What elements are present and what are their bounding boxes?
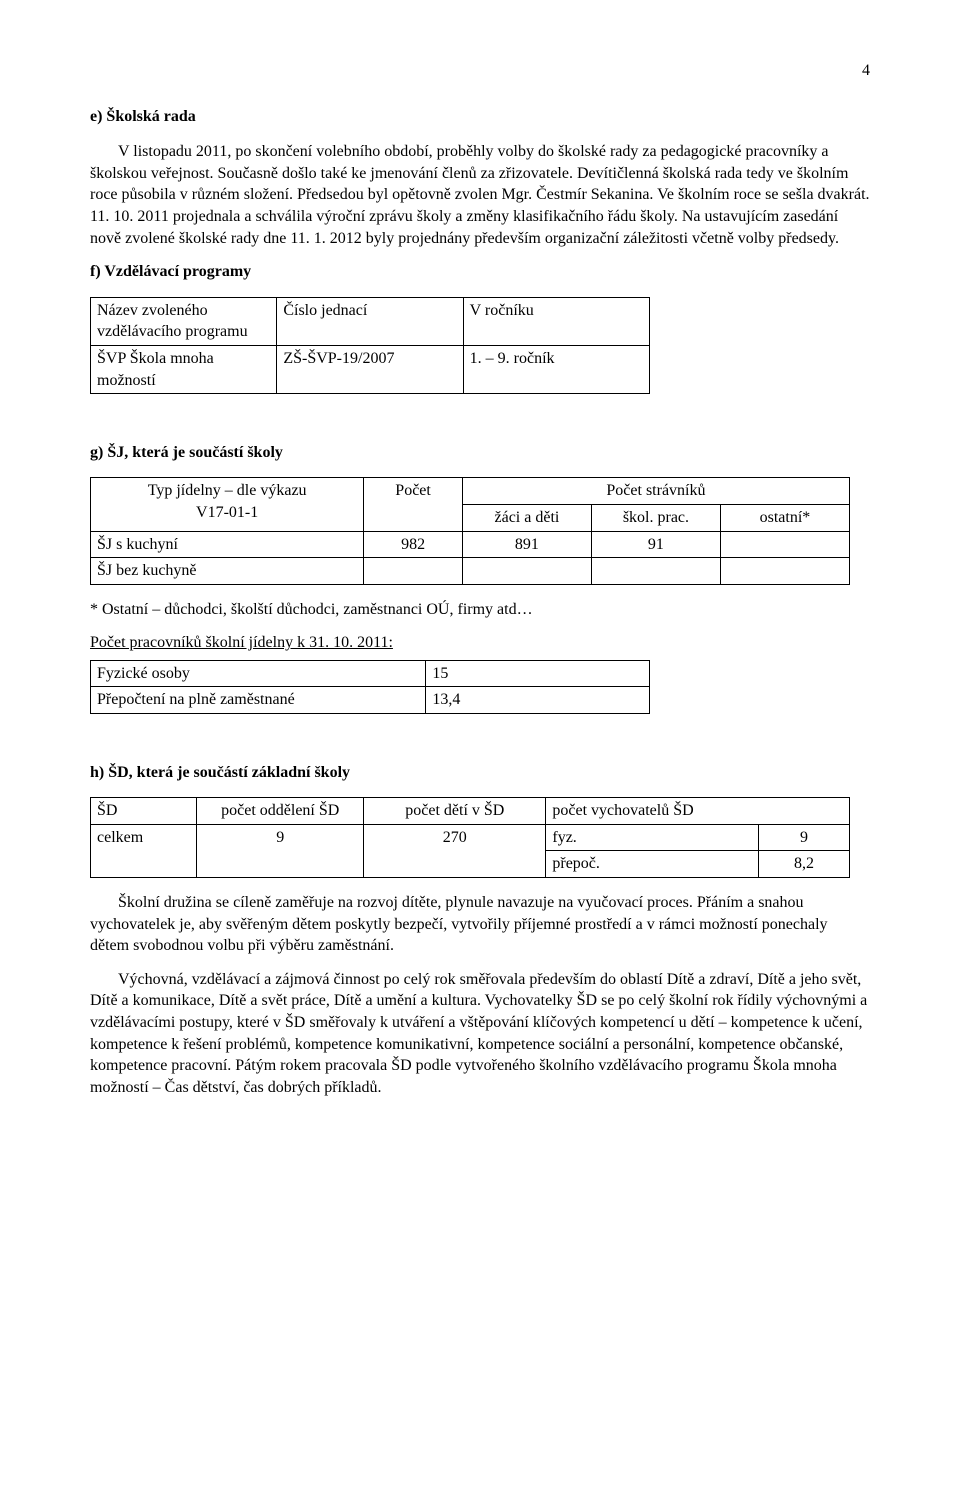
- cell: škol. prac.: [591, 504, 720, 531]
- cell: celkem: [91, 824, 197, 877]
- table-row: Název zvoleného vzdělávacího programu Čí…: [91, 297, 650, 345]
- cell: [364, 558, 463, 585]
- table-row: Fyzické osoby 15: [91, 660, 650, 687]
- cell: 13,4: [426, 687, 650, 714]
- cell: fyz.: [546, 824, 759, 851]
- cell: [720, 531, 849, 558]
- cell: přepoč.: [546, 851, 759, 878]
- section-e-heading: e) Školská rada: [90, 106, 870, 128]
- cell: ZŠ-ŠVP-19/2007: [277, 345, 463, 393]
- table-row: ŠVP Škola mnoha možností ZŠ-ŠVP-19/2007 …: [91, 345, 650, 393]
- canteen-table: Typ jídelny – dle výkazu V17-01-1 Počet …: [90, 477, 850, 584]
- canteen-note: * Ostatní – důchodci, školští důchodci, …: [90, 599, 870, 621]
- cell: 1. – 9. ročník: [463, 345, 649, 393]
- cell: Přepočtení na plně zaměstnané: [91, 687, 426, 714]
- cell: 982: [364, 531, 463, 558]
- cell: Název zvoleného vzdělávacího programu: [91, 297, 277, 345]
- section-g-heading: g) ŠJ, která je součástí školy: [90, 442, 870, 464]
- cell: počet vychovatelů ŠD: [546, 798, 850, 825]
- text: V17-01-1: [196, 504, 258, 521]
- table-row: ŠJ s kuchyní 982 891 91: [91, 531, 850, 558]
- cell: počet oddělení ŠD: [197, 798, 364, 825]
- section-h-heading: h) ŠD, která je součástí základní školy: [90, 762, 870, 784]
- table-row: ŠD počet oddělení ŠD počet dětí v ŠD poč…: [91, 798, 850, 825]
- cell: 9: [758, 824, 849, 851]
- cell: ŠD: [91, 798, 197, 825]
- table-row: ŠJ bez kuchyně: [91, 558, 850, 585]
- cell: 891: [462, 531, 591, 558]
- canteen-staff-heading: Počet pracovníků školní jídelny k 31. 10…: [90, 632, 870, 654]
- cell: 9: [197, 824, 364, 877]
- afterschool-table: ŠD počet oddělení ŠD počet dětí v ŠD poč…: [90, 797, 850, 878]
- cell: Typ jídelny – dle výkazu V17-01-1: [91, 478, 364, 531]
- cell: Číslo jednací: [277, 297, 463, 345]
- programs-table: Název zvoleného vzdělávacího programu Čí…: [90, 297, 650, 394]
- cell: Počet strávníků: [462, 478, 849, 505]
- cell: 270: [364, 824, 546, 877]
- cell: 91: [591, 531, 720, 558]
- cell: Fyzické osoby: [91, 660, 426, 687]
- cell: [462, 558, 591, 585]
- section-e-paragraph: V listopadu 2011, po skončení volebního …: [90, 141, 870, 249]
- text: Typ jídelny – dle výkazu: [148, 482, 307, 499]
- cell: [720, 558, 849, 585]
- cell: 8,2: [758, 851, 849, 878]
- section-h-para2: Výchovná, vzdělávací a zájmová činnost p…: [90, 969, 870, 1099]
- cell: ŠJ s kuchyní: [91, 531, 364, 558]
- cell: V ročníku: [463, 297, 649, 345]
- cell: ŠVP Škola mnoha možností: [91, 345, 277, 393]
- cell: ostatní*: [720, 504, 849, 531]
- section-h-para1: Školní družina se cíleně zaměřuje na roz…: [90, 892, 870, 957]
- cell: Počet: [364, 478, 463, 531]
- table-row: Přepočtení na plně zaměstnané 13,4: [91, 687, 650, 714]
- section-f-heading: f) Vzdělávací programy: [90, 261, 870, 283]
- table-row: Typ jídelny – dle výkazu V17-01-1 Počet …: [91, 478, 850, 505]
- table-row: celkem 9 270 fyz. 9: [91, 824, 850, 851]
- cell: [591, 558, 720, 585]
- cell: 15: [426, 660, 650, 687]
- cell: počet dětí v ŠD: [364, 798, 546, 825]
- staff-table: Fyzické osoby 15 Přepočtení na plně zamě…: [90, 660, 650, 714]
- page-number: 4: [90, 60, 870, 82]
- cell: ŠJ bez kuchyně: [91, 558, 364, 585]
- cell: žáci a děti: [462, 504, 591, 531]
